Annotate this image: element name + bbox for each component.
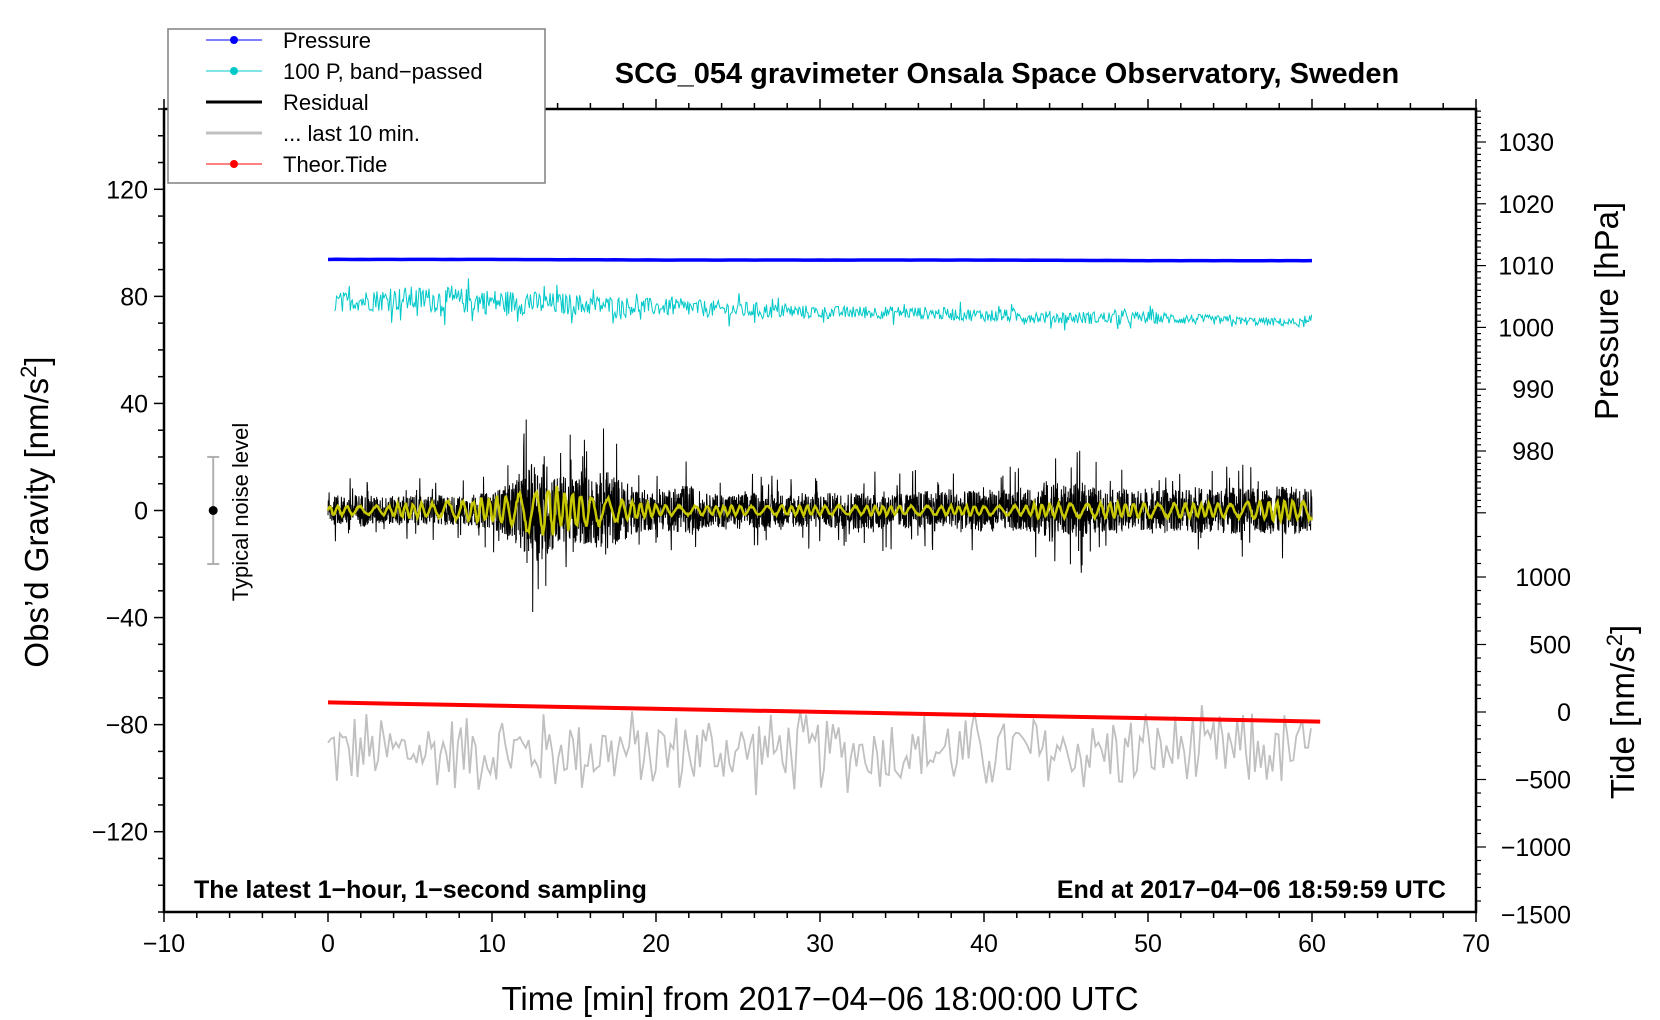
legend: Pressure 100 P, band−passed Residual ... la…: [167, 28, 546, 184]
pressure-tick-label: 980: [1512, 438, 1554, 466]
noise-level-indicator: Typical noise level: [207, 423, 253, 602]
y-tick-label: −120: [92, 819, 148, 847]
note-latest-hour: The latest 1−hour, 1−second sampling: [194, 876, 647, 904]
legend-label: Pressure: [283, 28, 371, 53]
series-pressure-bandpassed: [334, 278, 1313, 331]
pressure-tick-label: 1030: [1498, 129, 1554, 157]
y-tick-label: 40: [120, 390, 148, 418]
tide-tick-label: −500: [1515, 767, 1571, 795]
pressure-axis-label: Pressure [hPa]: [1588, 202, 1625, 420]
series-theor-tide: [327, 700, 1321, 724]
tide-axis-label: Tide [nm/s2]: [1602, 625, 1641, 799]
x-tick-label: 0: [321, 930, 335, 958]
note-end-time: End at 2017−04−06 18:59:59 UTC: [1057, 876, 1446, 904]
tide-tick-label: −1000: [1501, 834, 1571, 862]
y-axis-label-main: Obs’d Gravity [nm/s: [18, 378, 55, 668]
y-axis-label-sup: 2: [16, 366, 41, 378]
pressure-tick-label: 990: [1512, 376, 1554, 404]
x-tick-label: 70: [1462, 930, 1490, 958]
x-tick-label: 30: [806, 930, 834, 958]
y-tick-label: −80: [106, 712, 148, 740]
tide-tick-label: −1500: [1501, 902, 1571, 930]
series-layer: [326, 257, 1321, 796]
legend-swatch-dot: [230, 160, 238, 168]
noise-dot: [208, 506, 218, 515]
x-tick-label: 40: [970, 930, 998, 958]
legend-label: 100 P, band−passed: [283, 59, 483, 84]
tide-tick-label: 500: [1529, 632, 1571, 660]
legend-label: Theor.Tide: [283, 152, 387, 177]
series-last-10-min: [327, 705, 1312, 796]
y-tick-label: −40: [106, 605, 148, 633]
pressure-tick-label: 1000: [1498, 314, 1554, 342]
x-tick-label: 50: [1134, 930, 1162, 958]
tide-tick-label: 0: [1557, 699, 1571, 727]
pressure-tick-label: 1020: [1498, 191, 1554, 219]
legend-swatch-dot: [230, 36, 238, 44]
x-tick-label: 60: [1298, 930, 1326, 958]
series-residual-smoothed: [326, 485, 1314, 536]
axes-layer: −10 0 10 20 30 40 50 60 7012080400−40−80−1201030…: [92, 99, 1571, 958]
legend-label: Residual: [283, 90, 369, 115]
y-axis-label: Obs’d Gravity [nm/s2]: [16, 356, 55, 667]
tide-axis-label-sup: 2: [1602, 634, 1627, 646]
y-axis-label-close: ]: [18, 356, 55, 365]
x-tick-label: 20: [642, 930, 670, 958]
series-pressure: [327, 257, 1313, 263]
y-tick-label: 80: [120, 283, 148, 311]
tide-axis-label-main: Tide [nm/s: [1604, 646, 1641, 799]
chart-title: SCG_054 gravimeter Onsala Space Observat…: [615, 58, 1399, 90]
x-axis-label: Time [min] from 2017−04−06 18:00:00 UTC: [501, 980, 1138, 1017]
x-tick-label: −10: [143, 930, 185, 958]
y-tick-label: 0: [134, 498, 148, 526]
legend-swatch-dot: [230, 67, 238, 75]
x-tick-label: 10: [478, 930, 506, 958]
legend-box: [167, 28, 546, 184]
legend-entries: Pressure 100 P, band−passed Residual ... la…: [206, 28, 483, 177]
legend-label: ... last 10 min.: [283, 121, 420, 146]
tide-axis-label-close: ]: [1604, 625, 1641, 634]
pressure-tick-label: 1010: [1498, 253, 1554, 281]
y-tick-label: 120: [106, 176, 148, 204]
noise-label: Typical noise level: [228, 423, 253, 602]
tide-tick-label: 1000: [1515, 564, 1571, 592]
